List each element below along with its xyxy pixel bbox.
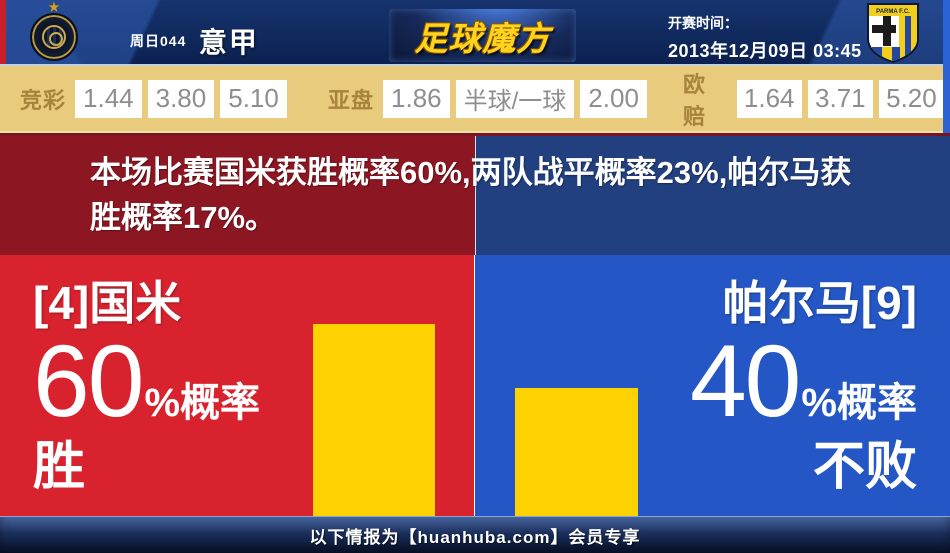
away-outcome: 不败 bbox=[812, 438, 917, 496]
home-probability-number: 60 bbox=[33, 324, 144, 438]
league-name: 意甲 bbox=[198, 27, 259, 58]
odds-group-asian-handicap: 亚盘 1.86 半球/一球 2.00 bbox=[328, 66, 653, 131]
analysis-band-home-half bbox=[0, 136, 475, 255]
european-odds-label: 欧赔 bbox=[683, 71, 707, 129]
analysis-band-away-half bbox=[475, 136, 950, 255]
asian-handicap-home-odds: 1.86 bbox=[383, 79, 450, 118]
footer-bar: 以下情报为【huanhuba.com】会员专享 bbox=[0, 516, 950, 553]
kickoff-datetime: 2013年12月09日 03:45 bbox=[668, 41, 862, 61]
odds-group-european: 欧赔 1.64 3.71 5.20 bbox=[683, 66, 950, 131]
kickoff-label: 开赛时间： bbox=[668, 15, 738, 31]
site-logo-box: 足球魔方 bbox=[389, 9, 576, 62]
odds-group-sporttery: 竞彩 1.44 3.80 5.10 bbox=[20, 66, 293, 131]
parma-crest: PARMA F.C. bbox=[866, 3, 920, 63]
footer-notice: 以下情报为【huanhuba.com】会员专享 bbox=[309, 527, 641, 547]
analysis-summary: 本场比赛国米获胜概率60%,两队战平概率23%,帕尔马获胜概率17%。 bbox=[90, 155, 852, 235]
header-bar: ★ 周日044 意甲 足球魔方 开赛时间： 2013年12月09日 03:45 bbox=[0, 0, 950, 66]
away-probability-suffix: %概率 bbox=[801, 381, 917, 425]
away-prediction-texts: 帕尔马[9] 40 %概率 不败 bbox=[660, 277, 917, 495]
match-code: 周日044 bbox=[130, 33, 187, 49]
home-probability-row: 60 %概率 bbox=[33, 324, 303, 438]
european-away-odds: 5.20 bbox=[878, 79, 944, 118]
match-info: 周日044 意甲 bbox=[130, 21, 259, 61]
inter-milan-crest: ★ bbox=[24, 0, 84, 65]
left-accent-stripe bbox=[0, 0, 6, 64]
inter-star-icon: ★ bbox=[47, 0, 61, 16]
panel-divider bbox=[474, 255, 475, 516]
european-draw-odds: 3.71 bbox=[807, 79, 873, 118]
away-team-label: 帕尔马[9] bbox=[722, 277, 917, 329]
inter-crest-monogram-icon bbox=[42, 25, 66, 49]
home-team-label: [4]国米 bbox=[33, 277, 182, 329]
away-probability-number: 40 bbox=[689, 324, 801, 438]
odds-bar: 竞彩 1.44 3.80 5.10 亚盘 1.86 半球/一球 2.00 欧赔 … bbox=[0, 66, 950, 133]
right-accent-stripe bbox=[943, 0, 950, 133]
analysis-band: 本场比赛国米获胜概率60%,两队战平概率23%,帕尔马获胜概率17%。 bbox=[0, 133, 950, 255]
sporttery-draw-odds: 3.80 bbox=[147, 79, 215, 118]
prediction-band: [4]国米 60 %概率 胜 帕尔马[9] 40 %概率 不败 bbox=[0, 255, 950, 516]
kickoff-info: 开赛时间： 2013年12月09日 03:45 bbox=[668, 13, 862, 63]
home-prediction-texts: [4]国米 60 %概率 胜 bbox=[33, 277, 303, 495]
asian-handicap-label: 亚盘 bbox=[328, 87, 375, 113]
sporttery-away-odds: 5.10 bbox=[220, 79, 287, 118]
site-logo-text: 足球魔方 bbox=[414, 19, 551, 57]
home-probability-suffix: %概率 bbox=[144, 381, 261, 425]
parma-crest-text: PARMA F.C. bbox=[876, 9, 910, 15]
asian-handicap-away-odds: 2.00 bbox=[580, 79, 647, 118]
inter-crest-circle-icon bbox=[30, 13, 78, 61]
home-outcome: 胜 bbox=[33, 438, 86, 496]
sporttery-home-odds: 1.44 bbox=[75, 79, 142, 118]
away-probability-bar bbox=[515, 388, 638, 516]
away-probability-row: 40 %概率 bbox=[660, 324, 917, 438]
home-probability-bar bbox=[313, 324, 435, 516]
asian-handicap-line: 半球/一球 bbox=[455, 79, 575, 118]
european-home-odds: 1.64 bbox=[736, 79, 802, 118]
sporttery-label: 竞彩 bbox=[20, 87, 67, 113]
